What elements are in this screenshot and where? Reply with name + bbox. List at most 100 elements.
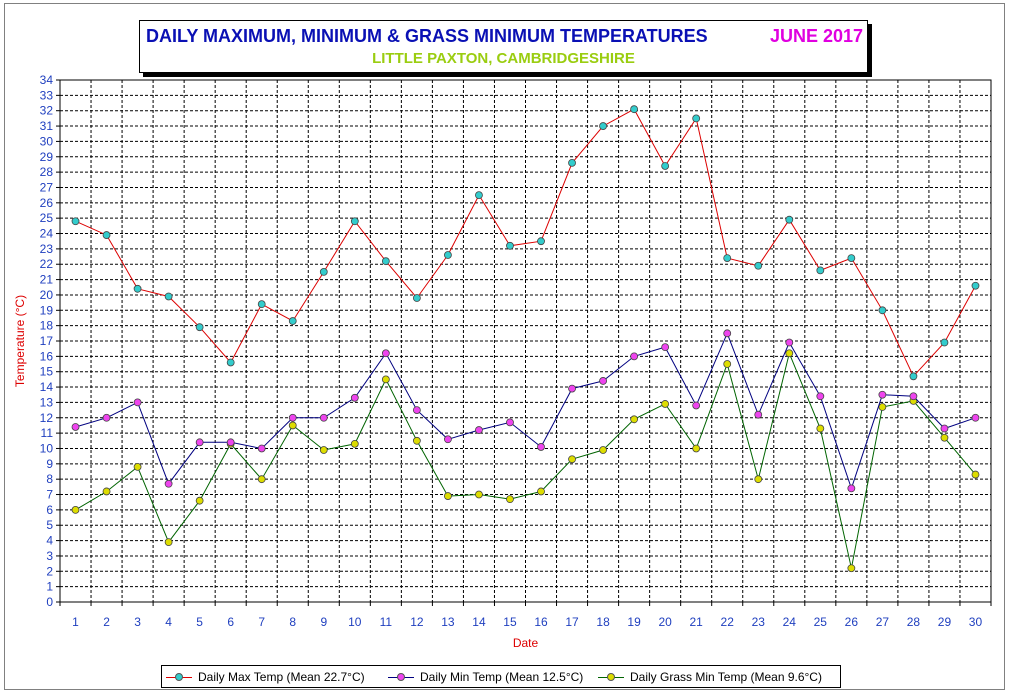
data-point-min [102, 413, 111, 422]
legend-marker-max [175, 673, 183, 681]
x-axis-title: Date [513, 636, 539, 650]
y-tick-label: 21 [40, 273, 54, 287]
data-point-max [568, 159, 576, 167]
y-tick-label: 5 [46, 518, 53, 532]
data-point-min [723, 329, 732, 338]
data-point-max [847, 254, 856, 262]
x-tick-label: 3 [134, 615, 141, 629]
data-point-grass [630, 415, 639, 424]
y-tick-label: 28 [40, 165, 54, 179]
x-tick-label: 20 [658, 615, 672, 629]
data-point-max [971, 281, 980, 290]
data-point-max [102, 231, 111, 239]
data-point-min [195, 438, 204, 447]
legend-item-max: Daily Max Temp (Mean 22.7°C) [166, 669, 365, 685]
data-point-max [319, 268, 328, 276]
data-point-min [630, 352, 639, 361]
data-point-min [661, 343, 670, 352]
data-point-min [475, 426, 483, 434]
x-tick-label: 19 [627, 615, 641, 629]
y-tick-label: 16 [40, 349, 54, 363]
data-point-grass [102, 487, 111, 496]
legend: Daily Max Temp (Mean 22.7°C) Daily Min T… [161, 665, 841, 688]
x-tick-label: 12 [410, 615, 424, 629]
data-point-max [785, 215, 794, 224]
data-point-grass [133, 462, 142, 471]
y-tick-label: 27 [40, 180, 54, 194]
y-tick-label: 17 [40, 334, 54, 348]
y-tick-label: 29 [40, 150, 54, 164]
series-line-grass [75, 351, 976, 569]
data-point-grass [971, 470, 980, 479]
data-point-grass [71, 505, 80, 514]
y-tick-label: 25 [40, 211, 54, 225]
x-tick-label: 8 [289, 615, 296, 629]
data-point-min [506, 418, 514, 427]
data-point-grass [537, 487, 545, 496]
data-point-max [257, 300, 266, 309]
legend-label-grass: Daily Grass Min Temp (Mean 9.6°C) [630, 670, 822, 684]
data-point-min [133, 398, 142, 407]
y-tick-label: 22 [40, 257, 54, 271]
data-point-max [909, 372, 918, 381]
data-point-grass [599, 446, 607, 454]
x-tick-label: 17 [565, 615, 579, 629]
x-tick-label: 13 [441, 615, 455, 629]
data-point-grass [381, 375, 390, 384]
data-point-grass [257, 475, 266, 484]
y-tick-label: 12 [40, 411, 54, 425]
chart-title: DAILY MAXIMUM, MINIMUM & GRASS MINIMUM T… [146, 26, 708, 46]
x-tick-label: 2 [103, 615, 110, 629]
data-point-max [133, 284, 142, 293]
y-tick-label: 20 [40, 288, 54, 302]
y-tick-label: 1 [46, 580, 53, 594]
x-tick-label: 6 [227, 615, 234, 629]
x-tick-label: 24 [783, 615, 797, 629]
title-box: DAILY MAXIMUM, MINIMUM & GRASS MINIMUM T… [139, 20, 868, 73]
data-point-max [195, 323, 204, 332]
x-tick-label: 11 [380, 615, 393, 629]
data-point-min [381, 349, 390, 358]
data-point-min [909, 392, 918, 401]
data-point-max [599, 122, 607, 130]
data-point-grass [940, 433, 949, 442]
data-point-grass [164, 538, 173, 547]
data-point-min [878, 390, 887, 399]
data-point-min [754, 410, 763, 419]
y-tick-label: 2 [46, 564, 53, 578]
data-point-min [319, 413, 328, 422]
plot-border [59, 79, 992, 603]
data-point-grass [475, 490, 483, 499]
data-point-min [692, 401, 701, 410]
y-tick-label: 13 [40, 395, 54, 409]
y-tick-label: 11 [41, 426, 54, 440]
chart-title-date: JUNE 2017 [769, 26, 863, 46]
data-point-min [71, 423, 80, 431]
y-tick-label: 34 [40, 73, 54, 87]
legend-marker-min [397, 673, 405, 681]
data-point-min [537, 443, 545, 451]
data-point-min [816, 392, 825, 401]
legend-swatch-max [166, 671, 192, 683]
data-point-min [288, 413, 297, 422]
y-tick-label: 15 [40, 365, 54, 379]
x-tick-label: 16 [534, 615, 548, 629]
x-tick-label: 18 [596, 615, 610, 629]
data-point-min [568, 384, 576, 393]
data-point-grass [754, 475, 763, 484]
y-tick-label: 18 [40, 319, 54, 333]
data-point-grass [195, 496, 204, 505]
y-tick-label: 24 [40, 227, 54, 241]
data-point-grass [444, 492, 452, 500]
x-tick-label: 26 [845, 615, 859, 629]
legend-item-min: Daily Min Temp (Mean 12.5°C) [388, 669, 583, 685]
data-point-max [226, 358, 235, 367]
data-point-grass [350, 439, 359, 448]
x-tick-label: 14 [472, 615, 486, 629]
data-point-grass [878, 403, 887, 411]
data-point-grass [288, 421, 297, 430]
data-point-min [940, 424, 949, 433]
data-point-grass [412, 436, 421, 445]
data-point-grass [785, 349, 794, 358]
